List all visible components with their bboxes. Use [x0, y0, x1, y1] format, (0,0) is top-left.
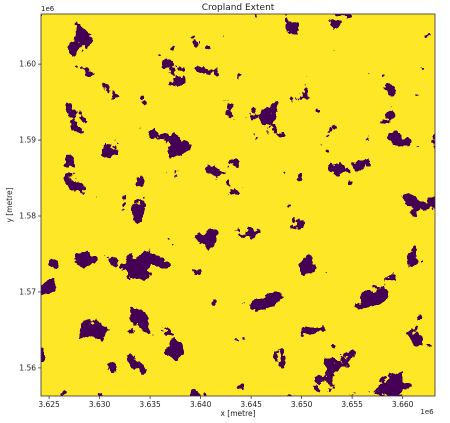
y-tick-label: 1.56	[19, 364, 36, 373]
x-tick-label: 3.660	[392, 400, 414, 409]
x-tick-label: 3.635	[139, 400, 161, 409]
y-tick-label: 1.57	[19, 288, 36, 297]
y-tick-label: 1.60	[19, 60, 36, 69]
y-tick-label: 1.58	[19, 212, 36, 221]
x-axis-label: x [metre]	[220, 409, 255, 418]
y-axis-label: y [metre]	[5, 187, 14, 222]
x-tick-label: 3.650	[291, 400, 313, 409]
x-tick-label: 3.645	[240, 400, 262, 409]
y-axis-offset-label: 1e6	[41, 5, 55, 13]
x-tick-label: 3.655	[341, 400, 363, 409]
x-tick-label: 3.625	[38, 400, 60, 409]
raster-group	[41, 14, 435, 396]
chart-title: Cropland Extent	[202, 3, 275, 13]
x-tick-label: 3.640	[190, 400, 212, 409]
x-axis-offset-label: 1e6	[420, 408, 434, 416]
plot-frame	[40, 13, 436, 397]
x-axis-ticks: 3.625 3.630 3.635 3.640 3.645 3.650 3.655 3.660	[38, 396, 414, 409]
y-axis-ticks: 1.56 1.57 1.58 1.59 1.60	[19, 60, 41, 373]
cropland-raster	[41, 14, 435, 396]
y-tick-label: 1.59	[19, 136, 36, 145]
x-tick-label: 3.630	[89, 400, 111, 409]
